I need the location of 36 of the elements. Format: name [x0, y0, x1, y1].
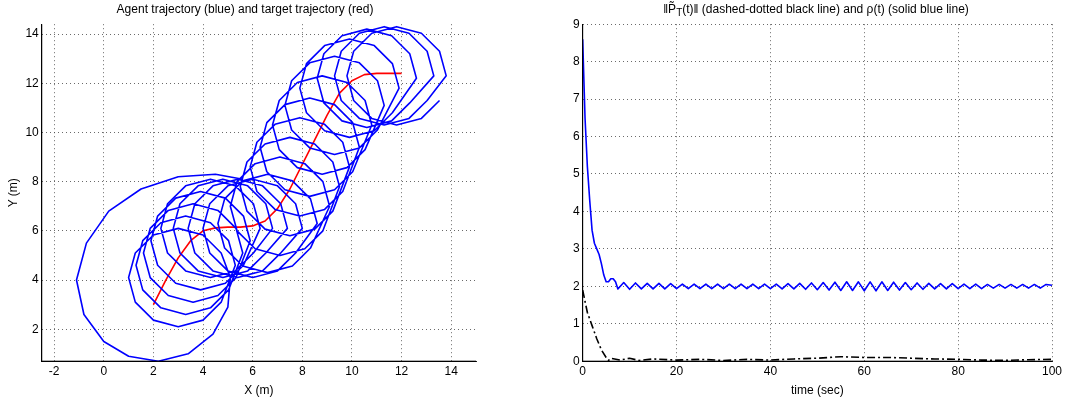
y-tick-label: 2 — [572, 278, 580, 293]
x-tick-label: 8 — [298, 363, 306, 378]
y-tick-label: 6 — [32, 223, 40, 238]
x-tick-label: 2 — [150, 363, 158, 378]
x-tick-label: 4 — [199, 363, 207, 378]
x-tick-label: 14 — [444, 363, 459, 378]
x-tick-label: 20 — [669, 363, 684, 378]
y-axis-title: Y (m) — [5, 178, 20, 208]
y-tick-label: 4 — [572, 203, 580, 218]
x-axis-title: X (m) — [244, 383, 274, 398]
y-tick-label: 12 — [25, 75, 40, 90]
x-tick-label: -2 — [48, 363, 60, 378]
y-tick-label: 14 — [25, 26, 40, 41]
y-tick-label: 1 — [572, 316, 580, 331]
y-tick-label: 2 — [32, 321, 40, 336]
x-tick-label: 10 — [345, 363, 359, 378]
x-axis-title: time (sec) — [791, 383, 844, 398]
x-tick-label: 0 — [100, 363, 108, 378]
x-tick-label: 60 — [857, 363, 872, 378]
x-tick-label: 12 — [394, 363, 409, 378]
y-tick-label: 9 — [572, 16, 580, 31]
y-tick-label: 8 — [32, 173, 40, 188]
y-tick-label: 5 — [572, 166, 580, 181]
y-tick-label: 7 — [572, 91, 580, 106]
y-tick-label: 6 — [572, 128, 580, 143]
chart-title: Agent trajectory (blue) and target trajectory (red) — [115, 2, 375, 16]
y-tick-label: 4 — [32, 272, 40, 287]
chart-title: ‖P̃$_{T}$(t)‖ (dashed-dotted black line) and ρ(t) (solid blue line) — [662, 2, 970, 19]
x-tick-label: 6 — [249, 363, 257, 378]
y-tick-label: 0 — [572, 353, 580, 368]
y-tick-label: 8 — [572, 53, 580, 68]
y-tick-label: 3 — [572, 241, 580, 256]
x-tick-label: 80 — [951, 363, 966, 378]
x-tick-label: 100 — [1041, 363, 1063, 378]
x-tick-label: 40 — [763, 363, 778, 378]
y-tick-label: 10 — [25, 124, 40, 139]
